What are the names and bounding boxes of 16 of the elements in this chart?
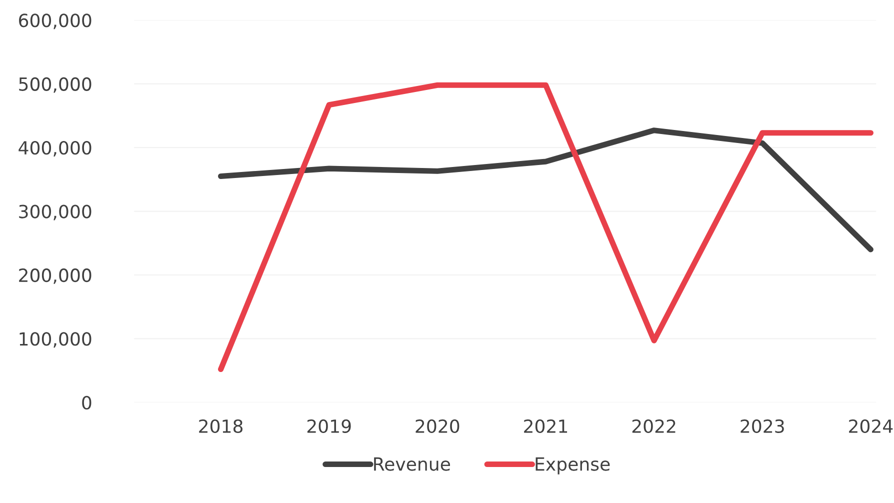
legend-label: Revenue xyxy=(374,457,450,471)
x-tick-label: 2023 xyxy=(740,419,784,434)
x-tick-label: 2019 xyxy=(307,419,351,434)
y-tick-label: 500,000 xyxy=(19,77,92,93)
legend-label: Expense xyxy=(536,457,610,474)
x-tick-label: 2024 xyxy=(849,419,893,434)
y-tick-label: 300,000 xyxy=(19,204,92,220)
x-tick-label: 2018 xyxy=(199,419,242,434)
y-tick-label: 100,000 xyxy=(20,332,92,348)
x-tick-label: 2021 xyxy=(524,419,568,434)
x-tick-label: 2022 xyxy=(632,419,676,434)
y-tick-label: 600,000 xyxy=(19,14,92,30)
y-tick-label: 200,000 xyxy=(19,268,92,284)
y-tick-label: 0 xyxy=(82,396,92,410)
y-tick-label: 400,000 xyxy=(18,141,92,157)
x-tick-label: 2020 xyxy=(416,419,460,434)
